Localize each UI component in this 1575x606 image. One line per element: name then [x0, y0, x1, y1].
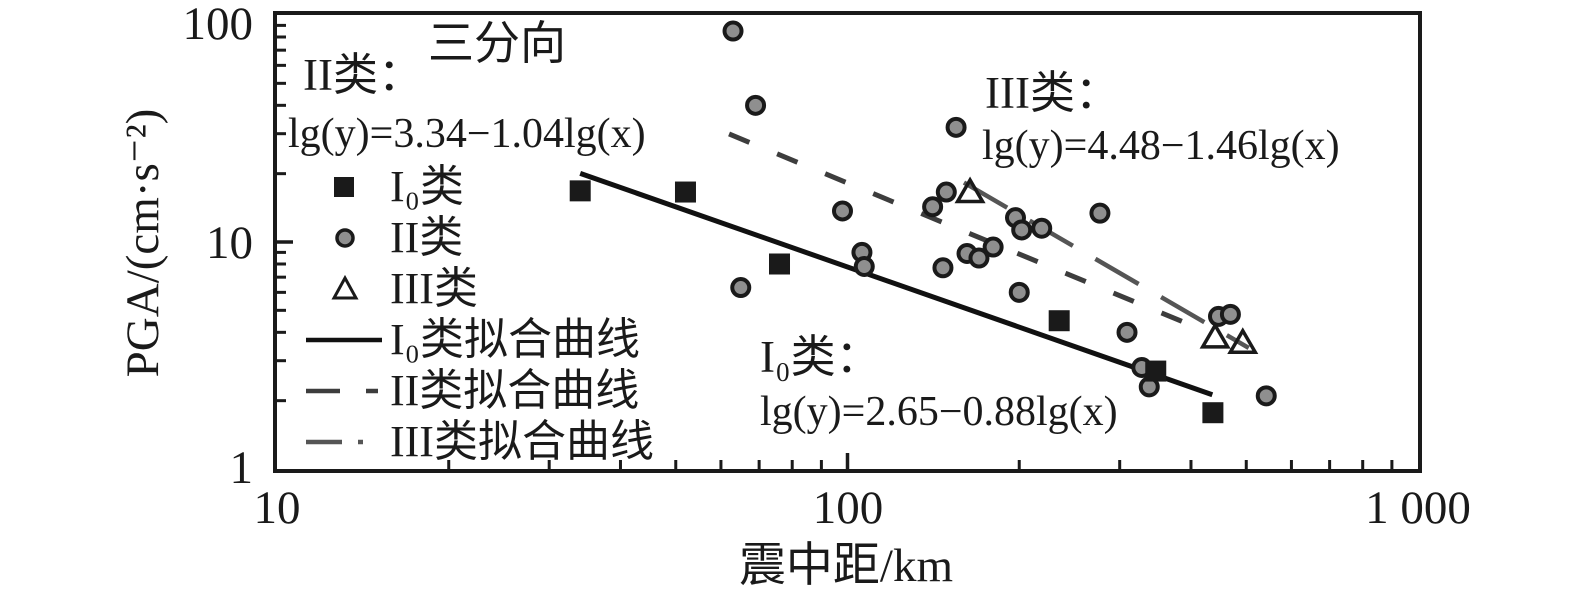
legend-item: III类: [300, 263, 654, 314]
legend-item-label: II类: [390, 212, 464, 262]
dashed-line-icon: [300, 373, 388, 409]
legend: I₀类 II类 III类 I₀类拟合曲线 II类拟合曲线 III类拟合曲线: [300, 161, 654, 467]
data-point-circle: [922, 196, 944, 218]
data-point-circle: [1255, 385, 1277, 407]
data-point-square: [674, 181, 696, 203]
data-point-square: [1202, 402, 1224, 424]
data-point-triangle: [1199, 321, 1231, 349]
data-point-circle: [968, 247, 990, 269]
legend-item: II类: [300, 212, 654, 263]
data-point-circle: [831, 200, 853, 222]
data-point-circle: [935, 181, 957, 203]
solid-line-icon: [300, 322, 388, 358]
chart-title: 三分向: [428, 18, 566, 69]
circle-marker-icon: [300, 220, 388, 256]
data-point-circle: [982, 236, 1004, 258]
data-point-circle: [745, 94, 767, 116]
data-point-circle: [932, 257, 954, 279]
plot-area: [273, 11, 1422, 473]
data-point-circle: [1008, 281, 1030, 303]
y-tick-label-10: 10: [206, 217, 253, 269]
data-point-circle: [1011, 219, 1033, 241]
square-marker-icon: [300, 169, 388, 205]
legend-item-label: I₀类拟合曲线: [390, 314, 640, 364]
data-point-square: [569, 180, 591, 202]
data-point-square: [1145, 360, 1167, 382]
legend-item-label: I₀类: [390, 161, 464, 211]
y-tick-label-100: 100: [182, 0, 254, 50]
data-point-circle: [1116, 321, 1138, 343]
data-point-circle: [853, 255, 875, 277]
data-point-circle: [1219, 303, 1241, 325]
data-point-circle: [945, 116, 967, 138]
dashdot-line-icon: [300, 424, 388, 460]
data-point-square: [1048, 310, 1070, 332]
class1-annotation-equation: lg(y)=2.65−0.88lg(x): [760, 389, 1118, 435]
x-tick-label-10: 10: [253, 482, 301, 534]
class1-annotation-label: I₀类：: [760, 332, 881, 382]
class2-annotation-label: II类：: [303, 50, 423, 100]
legend-item: I₀类拟合曲线: [300, 314, 654, 365]
data-point-circle: [1089, 202, 1111, 224]
class3-annotation-label: III类：: [985, 68, 1120, 118]
data-point-circle: [722, 20, 744, 42]
legend-item-label: II类拟合曲线: [390, 365, 640, 415]
fit-line-dashdot: [962, 180, 1250, 350]
data-point-circle: [730, 277, 752, 299]
data-point-triangle: [954, 176, 986, 204]
x-tick-label-100: 100: [812, 482, 884, 534]
legend-item: III类拟合曲线: [300, 416, 654, 467]
triangle-marker-icon: [300, 271, 388, 307]
class3-annotation-equation: lg(y)=4.48−1.46lg(x): [982, 123, 1340, 169]
x-axis-title: 震中距/km: [738, 540, 954, 592]
x-tick-label-1000: 1 000: [1365, 482, 1471, 534]
legend-item-label: III类: [390, 263, 478, 313]
y-tick-label-1: 1: [229, 442, 254, 494]
plot-svg: [277, 20, 1394, 469]
data-point-triangle: [1227, 327, 1259, 354]
fit-line-solid: [579, 171, 1214, 398]
legend-item: I₀类: [300, 161, 654, 212]
class2-annotation-equation: lg(y)=3.34−1.04lg(x): [288, 111, 646, 157]
legend-item: II类拟合曲线: [300, 365, 654, 416]
legend-item-label: III类拟合曲线: [390, 416, 654, 466]
data-point-square: [769, 253, 791, 275]
data-point-circle: [1031, 217, 1053, 239]
